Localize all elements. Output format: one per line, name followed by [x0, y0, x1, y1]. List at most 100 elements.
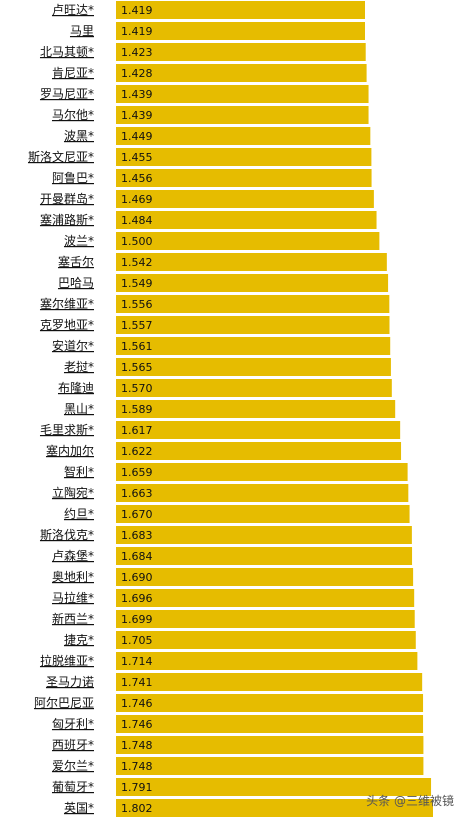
- bar: [116, 253, 387, 271]
- bar: [116, 526, 412, 544]
- bar: [116, 694, 424, 712]
- category-label: 斯洛伐克*: [40, 527, 94, 542]
- bar: [116, 568, 414, 586]
- category-label: 新西兰*: [52, 611, 94, 626]
- data-label: 1.622: [121, 445, 153, 458]
- category-label: 塞尔维亚*: [40, 296, 94, 311]
- data-label: 1.449: [121, 130, 153, 143]
- data-label: 1.500: [121, 235, 153, 248]
- category-label: 约旦*: [64, 506, 94, 521]
- bar: [116, 736, 424, 754]
- bar: [116, 190, 374, 208]
- data-label: 1.423: [121, 46, 153, 59]
- data-label: 1.746: [121, 697, 153, 710]
- data-label: 1.714: [121, 655, 153, 668]
- category-label: 卢旺达*: [52, 2, 94, 17]
- category-label: 克罗地亚*: [40, 318, 94, 332]
- category-label: 奥地利*: [52, 570, 94, 584]
- bar: [116, 484, 409, 502]
- category-label: 老挝*: [64, 360, 94, 374]
- bar: [116, 379, 392, 397]
- category-label: 匈牙利*: [52, 717, 94, 731]
- data-label: 1.748: [121, 739, 153, 752]
- data-label: 1.659: [121, 466, 153, 479]
- data-label: 1.570: [121, 382, 153, 395]
- bar: [116, 85, 369, 103]
- bar: [116, 400, 396, 418]
- data-label: 1.791: [121, 781, 153, 794]
- bar: [116, 274, 389, 292]
- bar: [116, 22, 365, 40]
- category-label: 圣马力诺: [46, 675, 94, 689]
- category-label: 罗马尼亚*: [40, 87, 94, 101]
- category-label: 捷克*: [64, 633, 94, 647]
- category-label: 斯洛文尼亚*: [28, 149, 94, 164]
- data-label: 1.696: [121, 592, 153, 605]
- data-label: 1.557: [121, 319, 153, 332]
- category-label: 卢森堡*: [52, 548, 94, 563]
- data-label: 1.561: [121, 340, 153, 353]
- category-label: 拉脱维亚*: [40, 653, 94, 668]
- bar: [116, 463, 408, 481]
- data-label: 1.670: [121, 508, 153, 521]
- category-label: 塞浦路斯*: [40, 212, 94, 227]
- category-label: 智利*: [64, 464, 94, 479]
- data-label: 1.617: [121, 424, 153, 437]
- data-label: 1.746: [121, 718, 153, 731]
- data-label: 1.699: [121, 613, 153, 626]
- data-label: 1.439: [121, 88, 153, 101]
- data-label: 1.683: [121, 529, 153, 542]
- data-label: 1.748: [121, 760, 153, 773]
- data-label: 1.469: [121, 193, 153, 206]
- data-label: 1.556: [121, 298, 153, 311]
- bar: [116, 421, 401, 439]
- bar: [116, 505, 410, 523]
- bar: [116, 148, 372, 166]
- bar: [116, 631, 416, 649]
- data-label: 1.419: [121, 4, 153, 17]
- category-label: 塞舌尔: [58, 254, 94, 269]
- data-label: 1.542: [121, 256, 153, 269]
- bar: [116, 295, 390, 313]
- bar: [116, 169, 372, 187]
- category-label: 阿尔巴尼亚: [34, 695, 94, 710]
- data-label: 1.802: [121, 802, 153, 815]
- bar: [116, 127, 371, 145]
- category-label: 开曼群岛*: [40, 191, 94, 206]
- category-label: 安道尔*: [52, 338, 94, 353]
- bar: [116, 589, 415, 607]
- data-label: 1.484: [121, 214, 153, 227]
- bar: [116, 337, 391, 355]
- category-label: 北马其顿*: [40, 45, 94, 59]
- data-label: 1.419: [121, 25, 153, 38]
- bar: [116, 1, 365, 19]
- category-label: 布隆迪: [58, 380, 94, 395]
- category-label: 毛里求斯*: [40, 423, 94, 437]
- bar: [116, 799, 433, 817]
- bar: [116, 43, 366, 61]
- data-label: 1.663: [121, 487, 153, 500]
- data-label: 1.705: [121, 634, 153, 647]
- category-label: 葡萄牙*: [52, 780, 94, 794]
- category-label: 西班牙*: [52, 738, 94, 752]
- bar: [116, 211, 377, 229]
- data-label: 1.589: [121, 403, 153, 416]
- data-label: 1.455: [121, 151, 153, 164]
- bar: [116, 64, 367, 82]
- bar: [116, 673, 423, 691]
- data-label: 1.439: [121, 109, 153, 122]
- category-label: 马里: [70, 24, 94, 38]
- bar: [116, 547, 413, 565]
- data-label: 1.549: [121, 277, 153, 290]
- bar: [116, 652, 418, 670]
- category-label: 塞内加尔: [46, 443, 94, 458]
- bar: [116, 442, 402, 460]
- data-label: 1.684: [121, 550, 153, 563]
- bar: [116, 778, 432, 796]
- category-label: 波兰*: [64, 234, 94, 248]
- category-label: 波黑*: [64, 129, 94, 143]
- data-label: 1.690: [121, 571, 153, 584]
- category-label: 巴哈马: [58, 276, 94, 290]
- category-label: 肯尼亚*: [52, 66, 94, 80]
